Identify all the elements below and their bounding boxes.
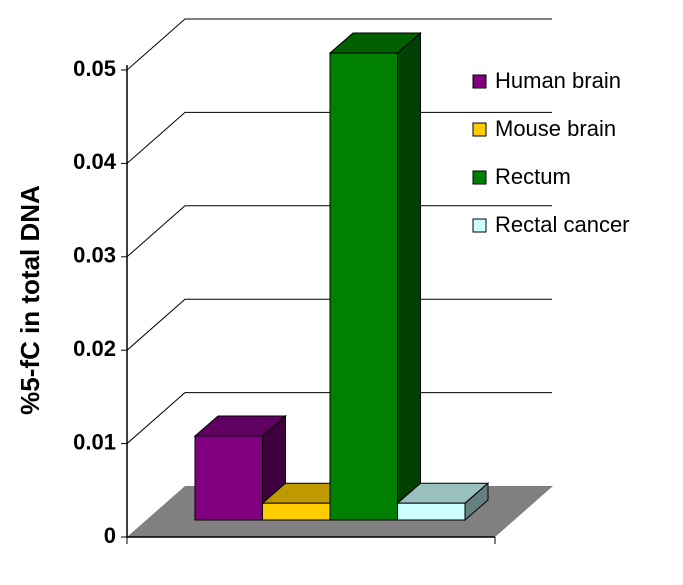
legend-swatch	[472, 122, 487, 137]
legend-swatch	[472, 74, 487, 89]
grid-line	[126, 298, 552, 351]
legend-label: Rectum	[495, 164, 571, 189]
y-tick-label: 0.04	[73, 149, 117, 174]
grid-line	[126, 205, 552, 258]
y-tick-label: 0.01	[73, 429, 116, 454]
bar	[397, 502, 466, 521]
y-tick-label: 0.02	[73, 336, 116, 361]
grid-line	[126, 111, 552, 164]
y-tick-label: 0	[104, 523, 116, 548]
y-tick-label: 0.05	[73, 56, 116, 81]
grid-line	[126, 392, 552, 444]
legend-label: Human brain	[495, 68, 621, 93]
y-axis-label: %5-fC in total DNA	[15, 185, 45, 415]
bar	[329, 52, 398, 521]
legend-label: Mouse brain	[495, 116, 616, 141]
grid-line	[126, 18, 552, 71]
bar	[262, 502, 331, 521]
legend-swatch	[472, 170, 487, 185]
legend-label: Rectal cancer	[495, 212, 630, 237]
y-tick-label: 0.03	[73, 243, 116, 268]
bar-side	[397, 31, 421, 522]
bar	[194, 435, 263, 521]
legend-swatch	[472, 218, 487, 233]
